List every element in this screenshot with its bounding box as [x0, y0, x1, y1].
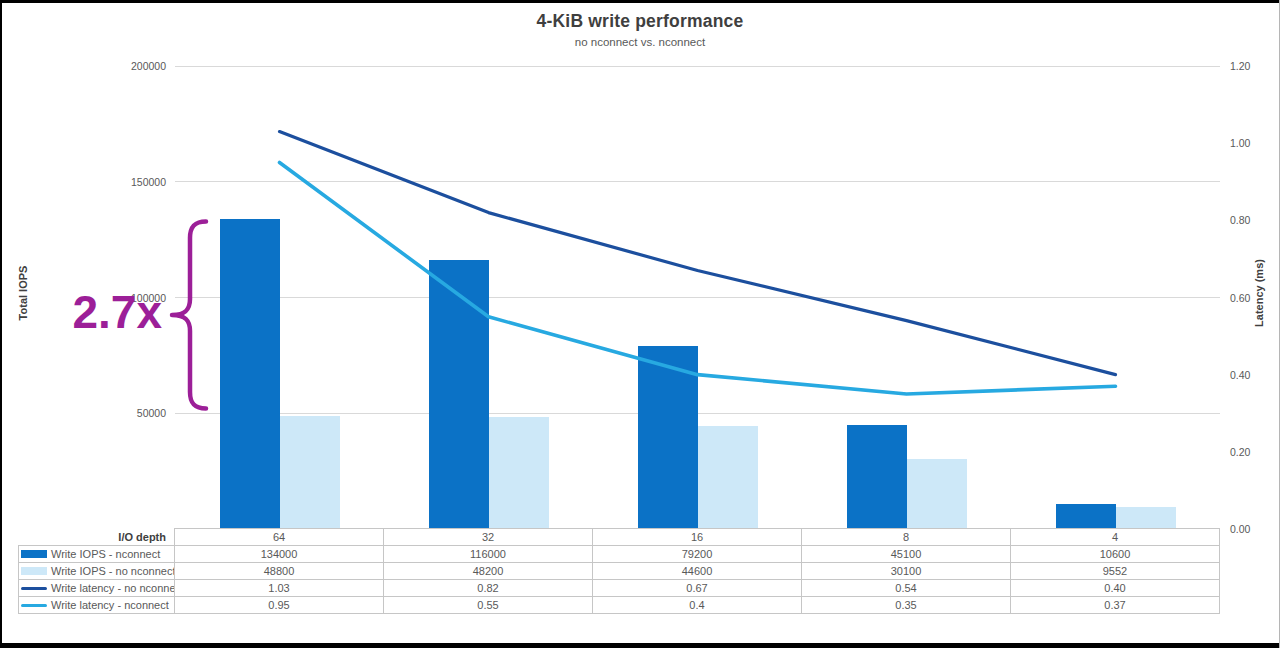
category-header-cell: 8: [801, 528, 1011, 546]
series-label: Write IOPS - nconnect: [51, 546, 160, 563]
line-write-latency-nconnect: [280, 162, 1116, 394]
left-axis-tick-label: 200000: [0, 60, 166, 72]
chart-frame: 4-KiB write performance no nconnect vs. …: [0, 0, 1280, 648]
right-axis-title: Latency (ms): [1253, 259, 1265, 327]
category-header-cell: 16: [592, 528, 802, 546]
table-row: Write IOPS - nconnect 1340001160007920045…: [19, 546, 1220, 563]
right-axis-tick-label: 0.20: [1230, 446, 1250, 458]
category-header-cell: 4: [1010, 528, 1220, 546]
series-value-cell: 79200: [592, 545, 802, 563]
gridline: [175, 181, 1220, 182]
table-row: Write IOPS - no nconnect4880048200446003…: [19, 563, 1220, 580]
series-label-cell: Write latency - no nconnect: [18, 579, 175, 597]
table-row: Write latency - no nconnect1.030.820.670…: [19, 580, 1220, 597]
bar-write-iops-no-nconnect-64: [280, 416, 340, 529]
right-axis-tick-label: 1.20: [1230, 60, 1250, 72]
series-value-cell: 48200: [383, 562, 593, 580]
series-label: Write IOPS - no nconnect: [51, 563, 175, 580]
series-value-cell: 9552: [1010, 562, 1220, 580]
gridline: [175, 297, 1220, 298]
bar-write-iops-nconnect-8: [847, 425, 907, 529]
bar-write-iops-no-nconnect-4: [1116, 507, 1176, 529]
left-border-bar: [0, 0, 2, 648]
annotation-multiplier-label: 2.7x: [48, 287, 162, 337]
bar-write-iops-no-nconnect-8: [907, 459, 967, 529]
legend-line-swatch-icon: [21, 604, 47, 607]
series-value-cell: 45100: [801, 545, 1011, 563]
series-value-cell: 116000: [383, 545, 593, 563]
table-row: Write latency - nconnect 0.950.550.40.350…: [19, 597, 1220, 614]
series-value-cell: 0.67: [592, 579, 802, 597]
series-label: Write latency - nconnect: [51, 597, 169, 614]
category-header-cell: 64: [174, 528, 384, 546]
category-header-cell: 32: [383, 528, 593, 546]
bar-write-iops-nconnect-4: [1056, 504, 1116, 529]
series-value-cell: 44600: [592, 562, 802, 580]
right-axis-tick-label: 0.60: [1230, 292, 1250, 304]
right-axis-tick-label: 0.80: [1230, 214, 1250, 226]
left-axis-tick-label: 50000: [0, 407, 166, 419]
bar-write-iops-nconnect-16: [638, 346, 698, 529]
series-value-cell: 48800: [174, 562, 384, 580]
bar-write-iops-nconnect-64: [220, 219, 280, 529]
series-value-cell: 0.37: [1010, 596, 1220, 614]
series-value-cell: 0.82: [383, 579, 593, 597]
series-label: Write latency - no nconnect: [51, 580, 175, 597]
gridline: [175, 413, 1220, 414]
bar-write-iops-nconnect-32: [429, 260, 489, 529]
legend-line-swatch-icon: [21, 587, 47, 590]
series-label-cell: Write IOPS - no nconnect: [18, 562, 175, 580]
series-label-cell: Write latency - nconnect: [18, 596, 175, 614]
gridline: [175, 66, 1220, 67]
left-axis-tick-label: 150000: [0, 176, 166, 188]
series-value-cell: 134000: [174, 545, 384, 563]
line-write-latency-no-nconnect: [280, 132, 1116, 375]
series-label-cell: Write IOPS - nconnect: [18, 545, 175, 563]
series-value-cell: 0.40: [1010, 579, 1220, 597]
series-value-cell: 0.54: [801, 579, 1011, 597]
table-header-row: I/O depth64321684: [19, 529, 1220, 546]
series-value-cell: 0.35: [801, 596, 1011, 614]
chart-subtitle: no nconnect vs. nconnect: [0, 36, 1280, 48]
chart-title: 4-KiB write performance: [0, 11, 1280, 32]
legend-bar-swatch-icon: [21, 567, 47, 575]
series-value-cell: 10600: [1010, 545, 1220, 563]
data-table: I/O depth64321684Write IOPS - nconnect13…: [19, 529, 1220, 614]
right-axis-tick-label: 0.00: [1230, 523, 1250, 535]
bar-write-iops-no-nconnect-16: [698, 426, 758, 529]
series-value-cell: 0.95: [174, 596, 384, 614]
series-value-cell: 1.03: [174, 579, 384, 597]
legend-bar-swatch-icon: [21, 550, 47, 558]
right-axis-tick-label: 1.00: [1230, 137, 1250, 149]
bottom-border-bar: [0, 643, 1280, 648]
series-value-cell: 0.4: [592, 596, 802, 614]
bar-write-iops-no-nconnect-32: [489, 417, 549, 529]
table-corner-label: I/O depth: [18, 528, 175, 546]
top-border-bar: [0, 0, 1280, 3]
right-axis-tick-label: 0.40: [1230, 369, 1250, 381]
series-value-cell: 0.55: [383, 596, 593, 614]
series-value-cell: 30100: [801, 562, 1011, 580]
